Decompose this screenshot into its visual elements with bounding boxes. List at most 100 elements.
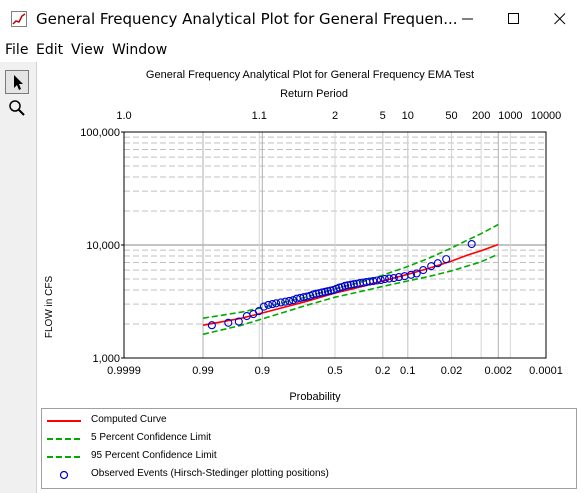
x-tick-label: 0.99 <box>192 365 213 377</box>
top-tick-label: 1.0 <box>116 110 131 122</box>
top-tick-label: 10000 <box>531 110 562 122</box>
plot-frame <box>123 131 547 359</box>
observed-event-point <box>343 281 352 290</box>
observed-event-point <box>369 276 378 286</box>
return-period-label: Return Period <box>280 88 348 100</box>
observed-event-point <box>312 289 321 298</box>
observed-event-point <box>281 297 290 306</box>
top-tick-label: 2 <box>332 110 338 122</box>
window-title: General Frequency Analytical Plot for Ge… <box>36 10 458 28</box>
y-tick-label: 1,000 <box>92 353 120 365</box>
observed-event-point <box>264 300 273 309</box>
app-chart-icon <box>11 11 27 27</box>
x-tick-label: 0.002 <box>485 365 513 377</box>
maximize-icon <box>508 13 519 24</box>
x-tick-label: 0.5 <box>327 365 342 377</box>
x-tick-label: 0.2 <box>375 365 390 377</box>
top-tick-label: 50 <box>445 110 457 122</box>
observed-event-point <box>394 273 403 282</box>
top-tick-label: 1000 <box>498 110 522 122</box>
observed-event-point <box>224 318 233 327</box>
observed-event-point <box>285 296 294 305</box>
magnifier-icon <box>9 100 25 116</box>
observed-event-point <box>207 321 216 330</box>
observed-event-point <box>234 317 243 326</box>
menu-file[interactable]: File <box>5 42 29 58</box>
observed-event-point <box>254 307 263 316</box>
top-tick-label: 1.1 <box>252 110 267 122</box>
zoom-tool-button[interactable] <box>5 96 29 120</box>
y-tick-label: 10,000 <box>86 240 120 252</box>
legend-item-observed: Observed Events (Hirsch-Stedinger plotti… <box>42 467 562 483</box>
observed-event-point <box>380 274 389 284</box>
observed-event-point <box>427 262 436 271</box>
menu-bar: File Edit View Window <box>0 40 584 62</box>
frequency-plot[interactable]: General Frequency Analytical Plot for Ge… <box>37 62 584 402</box>
legend-label-95pct: 95 Percent Confidence Limit <box>91 450 217 461</box>
y-tick-label: 100,000 <box>80 127 120 139</box>
legend-item-5pct: 5 Percent Confidence Limit <box>42 431 562 447</box>
legend: Computed Curve 5 Percent Confidence Limi… <box>41 408 577 489</box>
legend-label-computed: Computed Curve <box>91 414 167 425</box>
observed-event-point <box>412 269 421 278</box>
legend-swatch-observed <box>59 470 69 480</box>
observed-event-point <box>289 296 298 305</box>
observed-event-point <box>389 273 398 283</box>
legend-swatch-95pct <box>47 456 81 458</box>
observed-event-point <box>268 300 277 309</box>
legend-item-95pct: 95 Percent Confidence Limit <box>42 449 562 465</box>
observed-event-point <box>320 287 330 296</box>
menu-edit[interactable]: Edit <box>36 42 64 58</box>
legend-label-observed: Observed Events (Hirsch-Stedinger plotti… <box>91 468 329 479</box>
observed-event-point <box>323 287 332 296</box>
confidence-5pct-line <box>202 223 499 319</box>
observed-event-point <box>272 299 281 308</box>
observed-event-point <box>376 275 385 285</box>
menu-window[interactable]: Window <box>112 42 168 58</box>
observed-event-point <box>385 274 394 283</box>
observed-event-point <box>442 255 451 264</box>
observed-event-point <box>467 239 476 249</box>
x-axis-label: Probability <box>289 391 341 402</box>
minimize-button[interactable] <box>445 0 491 38</box>
observed-event-point <box>315 289 324 298</box>
observed-event-point <box>335 283 344 292</box>
observed-event-point <box>340 281 350 290</box>
top-tick-label: 5 <box>380 110 386 122</box>
top-tick-label: 10 <box>402 110 414 122</box>
observed-event-point <box>433 259 442 268</box>
legend-label-5pct: 5 Percent Confidence Limit <box>91 432 212 443</box>
x-tick-label: 0.1 <box>400 365 415 377</box>
chart-panel: General Frequency Analytical Plot for Ge… <box>37 62 584 493</box>
observed-event-point <box>309 290 318 299</box>
x-tick-label: 0.02 <box>441 365 462 377</box>
close-button[interactable] <box>537 0 583 38</box>
x-tick-label: 0.0001 <box>529 365 563 377</box>
legend-swatch-5pct <box>47 438 81 440</box>
pointer-tool-button[interactable] <box>5 70 29 94</box>
x-tick-label: 0.9 <box>255 365 270 377</box>
menu-view[interactable]: View <box>71 42 105 58</box>
confidence-95pct-line <box>202 253 499 336</box>
observed-event-point <box>349 280 358 289</box>
arrow-cursor-icon <box>14 75 23 90</box>
legend-item-computed: Computed Curve <box>42 413 562 429</box>
y-axis-label: FLOW in CFS <box>44 276 55 339</box>
close-icon <box>554 13 566 25</box>
maximize-button[interactable] <box>491 0 537 38</box>
observed-event-point <box>407 270 416 279</box>
observed-event-point <box>326 286 335 295</box>
observed-event-point <box>259 302 268 311</box>
title-bar: General Frequency Analytical Plot for Ge… <box>0 0 584 38</box>
observed-event-point <box>276 298 285 307</box>
observed-event-point <box>346 280 355 289</box>
legend-swatch-computed <box>47 420 81 422</box>
observed-event-point <box>372 276 381 285</box>
observed-event-point <box>419 266 428 275</box>
chart-title: General Frequency Analytical Plot for Ge… <box>146 69 474 81</box>
minimize-icon <box>462 18 473 20</box>
observed-event-point <box>318 288 327 297</box>
x-tick-label: 0.9999 <box>107 365 141 377</box>
top-tick-label: 200 <box>472 110 490 122</box>
observed-event-point <box>352 279 361 288</box>
